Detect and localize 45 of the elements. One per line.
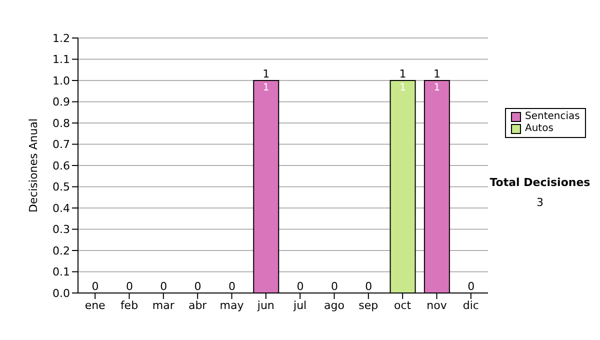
total-label: 1 [433, 68, 440, 80]
total-label: 0 [228, 280, 236, 293]
x-tick-label: jun [256, 298, 274, 312]
x-tick-label: jul [292, 298, 307, 312]
data-label: 1 [262, 82, 270, 94]
legend-label: Autos [525, 123, 554, 135]
total-label: 1 [262, 68, 270, 80]
legend-label: Sentencias [525, 111, 580, 123]
y-tick-label: 0.6 [52, 159, 70, 172]
y-axis-title: Decisiones Anual [26, 118, 40, 213]
x-tick-label: ene [84, 298, 106, 312]
x-tick-label: feb [120, 298, 138, 312]
y-tick-label: 0.4 [52, 202, 70, 215]
text: 3 [536, 196, 544, 209]
y-tick-label: 1.0 [52, 74, 70, 88]
total-label: 0 [126, 280, 133, 293]
y-tick-label: 1.1 [52, 53, 70, 66]
x-tick-label: oct [394, 298, 412, 312]
x-tick-label: nov [426, 298, 448, 312]
x-tick-label: ago [324, 298, 345, 312]
y-tick-label: 0.5 [52, 180, 70, 194]
total-label: 0 [194, 280, 202, 293]
total-label: 1 [399, 68, 406, 80]
total-label: 0 [296, 280, 304, 293]
total-label: 0 [468, 280, 475, 293]
x-tick-label: may [220, 298, 244, 312]
x-tick-label: mar [152, 298, 175, 312]
total-label: 0 [92, 280, 99, 293]
y-tick-label: 0.1 [52, 266, 70, 279]
total-label: 0 [330, 280, 338, 293]
data-label: 1 [434, 82, 440, 94]
y-tick-label: 0.8 [52, 116, 70, 130]
y-tick-label: 0.2 [52, 244, 70, 258]
data-label: 1 [400, 82, 406, 94]
x-tick-label: dic [462, 298, 479, 312]
text: Total Decisiones [488, 176, 592, 189]
y-tick-label: 0.3 [52, 223, 70, 236]
x-tick-label: sep [358, 298, 378, 312]
total-label: 0 [365, 280, 372, 293]
y-tick-label: 1.2 [52, 32, 70, 45]
y-tick-label: 0.0 [52, 286, 70, 300]
x-tick-label: abr [188, 298, 208, 312]
y-tick-label: 0.7 [52, 138, 70, 152]
y-tick-label: 0.9 [52, 96, 70, 109]
total-label: 0 [160, 280, 168, 293]
